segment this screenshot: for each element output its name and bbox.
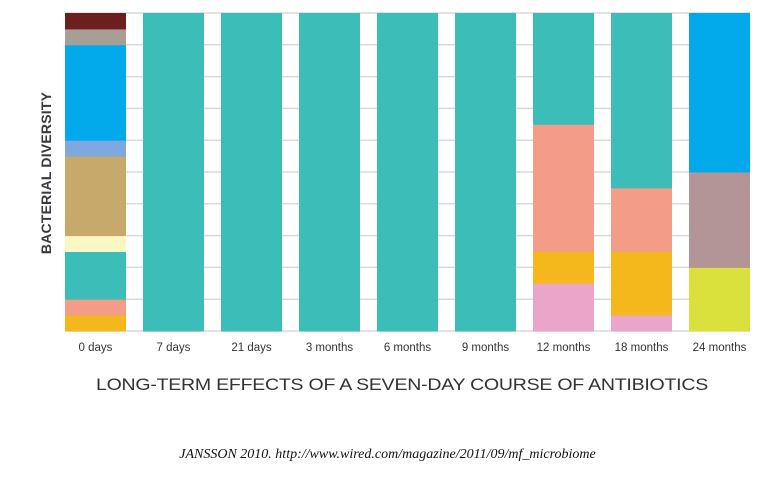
bar-6-months xyxy=(377,13,438,332)
citation: JANSSON 2010. http://www.wired.com/magaz… xyxy=(179,447,596,462)
x-tick-label: 12 months xyxy=(537,342,591,354)
bar-segment xyxy=(377,13,438,332)
bar-segment xyxy=(65,315,126,332)
bar-segment xyxy=(611,13,672,189)
x-tick-label: 9 months xyxy=(462,342,510,354)
bar-segment xyxy=(65,28,126,46)
x-axis-title: LONG-TERM EFFECTS OF A SEVEN-DAY COURSE … xyxy=(96,376,708,394)
bar-segment xyxy=(611,315,672,332)
x-tick-labels: 0 days 7 days 21 days 3 months 6 months 9 mon… xyxy=(79,342,747,354)
bar-segment xyxy=(689,172,750,268)
bar-segment xyxy=(65,235,126,252)
bar-segment xyxy=(455,13,516,332)
bar-24-months xyxy=(689,13,750,332)
y-axis-label: BACTERIAL DIVERSITY xyxy=(38,91,54,254)
x-tick-label: 18 months xyxy=(615,342,669,354)
bar-0-days xyxy=(65,13,126,332)
bar-segment xyxy=(65,299,126,316)
bar-segment xyxy=(299,13,360,332)
bar-segment xyxy=(65,13,126,30)
x-tick-label: 7 days xyxy=(157,342,191,354)
bar-segment xyxy=(221,13,282,332)
bar-9-months xyxy=(455,13,516,332)
bar-segment xyxy=(533,283,594,332)
bar-3-months xyxy=(299,13,360,332)
bar-21-days xyxy=(221,13,282,332)
x-tick-label: 21 days xyxy=(231,342,272,354)
bar-segment xyxy=(533,13,594,125)
bar-segment xyxy=(533,251,594,284)
bar-segment xyxy=(611,187,672,252)
bar-segment xyxy=(65,251,126,300)
x-tick-label: 3 months xyxy=(306,342,354,354)
x-tick-label: 0 days xyxy=(79,342,113,354)
bar-segment xyxy=(65,140,126,157)
x-tick-label: 24 months xyxy=(693,342,747,354)
bar-segment xyxy=(533,124,594,252)
bar-segment xyxy=(689,13,750,173)
bar-7-days xyxy=(143,13,204,332)
bar-18-months xyxy=(611,13,672,332)
bar-segment xyxy=(611,251,672,316)
bar-segment xyxy=(143,13,204,332)
x-tick-label: 6 months xyxy=(384,342,432,354)
bar-segment xyxy=(65,156,126,237)
stacked-bar-chart: 0 days 7 days 21 days 3 months 6 months 9 mon… xyxy=(38,12,750,394)
bars xyxy=(65,13,750,332)
bar-segment xyxy=(689,267,750,332)
bar-segment xyxy=(65,44,126,141)
bar-12-months xyxy=(533,13,594,332)
